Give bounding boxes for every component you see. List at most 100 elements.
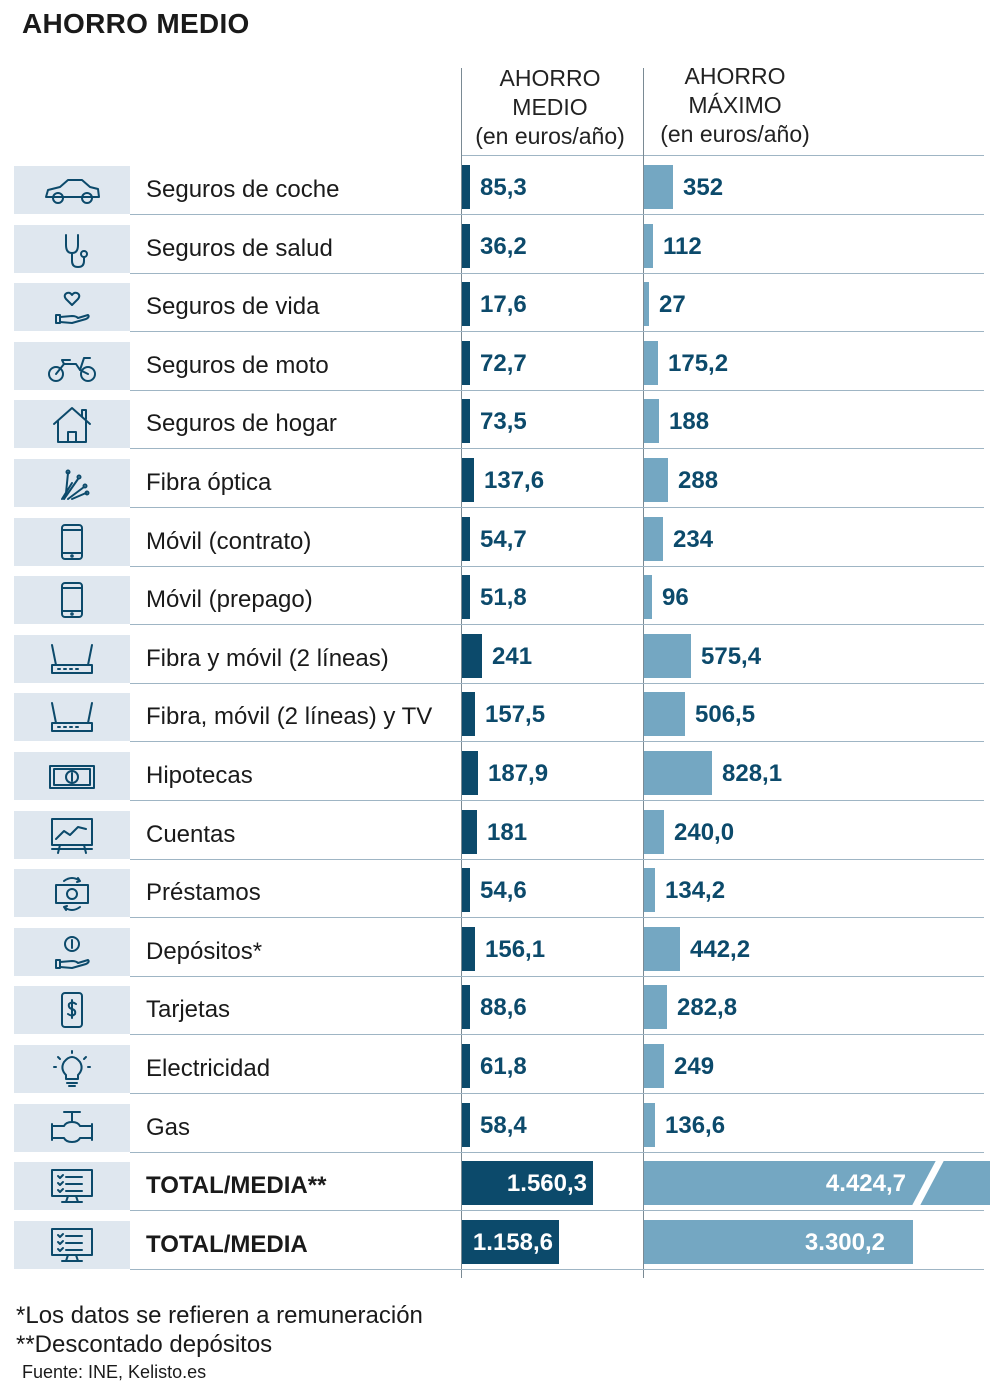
table-row: Seguros de moto <box>14 342 984 391</box>
row-divider <box>130 448 984 449</box>
table-row: Fibra óptica <box>14 459 984 508</box>
chart-board-icon <box>51 818 93 854</box>
bar-medio <box>462 165 470 209</box>
row-label: Cuentas <box>146 821 236 848</box>
table-row: TOTAL/MEDIA** <box>14 1162 984 1211</box>
header-divider <box>462 155 984 156</box>
row-divider <box>130 800 984 801</box>
table-row: Seguros de vida <box>14 283 984 332</box>
maximo-axis-line <box>643 68 644 1278</box>
column-header-maximo-line1: AHORRO <box>684 63 786 89</box>
value-label-maximo: 288 <box>678 467 719 494</box>
medio-axis-line <box>461 68 462 1278</box>
table-row: Gas <box>14 1104 984 1153</box>
bar-maximo <box>644 985 667 1029</box>
bar-maximo <box>644 1159 990 1207</box>
row-divider <box>130 1269 984 1270</box>
row-divider <box>130 741 984 742</box>
row-divider <box>130 976 984 977</box>
row-icon-box <box>14 811 130 859</box>
column-header-medio: AHORRO MEDIO (en euros/año) <box>462 64 638 151</box>
value-label-maximo: 3.300,2 <box>804 1229 885 1256</box>
row-label: Gas <box>146 1114 191 1141</box>
row-label: Préstamos <box>146 879 261 906</box>
row-divider <box>130 1152 984 1153</box>
value-label-medio: 36,2 <box>480 233 527 260</box>
row-label: Seguros de coche <box>146 176 340 203</box>
value-label-medio: 137,6 <box>484 467 545 494</box>
bar-maximo <box>644 224 653 268</box>
row-divider <box>130 566 984 567</box>
chart-title: AHORRO MEDIO <box>22 8 250 39</box>
column-header-maximo: AHORRO MÁXIMO (en euros/año) <box>644 62 826 149</box>
phone-icon <box>61 524 83 560</box>
row-label: Hipotecas <box>146 762 253 789</box>
column-header-medio-line1: AHORRO <box>499 65 601 91</box>
bar-maximo <box>644 634 691 678</box>
bar-maximo <box>644 927 680 971</box>
row-label: Fibra, móvil (2 líneas) y TV <box>146 703 433 730</box>
coin-hand-icon <box>55 936 90 969</box>
bar-medio <box>462 399 470 443</box>
bar-maximo <box>644 810 664 854</box>
value-label-medio: 61,8 <box>480 1053 527 1080</box>
value-label-maximo: 240,0 <box>674 819 735 846</box>
value-label-medio: 157,5 <box>485 701 546 728</box>
table-row: Móvil (contrato) <box>14 518 984 567</box>
column-header-maximo-line2: MÁXIMO <box>688 92 782 118</box>
row-icon-box <box>14 869 130 917</box>
value-label-maximo: 506,5 <box>695 701 756 728</box>
value-label-maximo: 136,6 <box>665 1112 726 1139</box>
column-header-maximo-line3: (en euros/año) <box>660 121 810 147</box>
bar-maximo <box>644 1103 655 1147</box>
bar-medio <box>462 692 475 736</box>
table-row: Seguros de salud <box>14 225 984 274</box>
row-label: Fibra óptica <box>146 469 272 496</box>
money-exchange-icon <box>55 877 89 911</box>
bar-medio <box>462 1044 470 1088</box>
value-label-medio: 85,3 <box>480 174 527 201</box>
bar-maximo <box>644 1044 664 1088</box>
bar-maximo <box>644 341 658 385</box>
value-label-maximo: 27 <box>659 291 686 318</box>
bar-maximo <box>644 575 652 619</box>
lightbulb-icon <box>53 1050 91 1087</box>
row-divider <box>130 1093 984 1094</box>
value-label-maximo: 442,2 <box>690 936 751 963</box>
value-label-medio: 156,1 <box>485 936 546 963</box>
row-label: TOTAL/MEDIA <box>146 1231 308 1258</box>
value-label-medio: 241 <box>492 643 533 670</box>
source-note: Fuente: INE, Kelisto.es <box>22 1362 207 1382</box>
bar-medio <box>462 1220 559 1264</box>
bar-medio <box>462 341 470 385</box>
row-label: Móvil (contrato) <box>146 528 312 555</box>
table-row: Seguros de hogar <box>14 400 984 449</box>
table-row: Electricidad <box>14 1045 984 1094</box>
table-row: Préstamos <box>14 869 984 918</box>
value-label-maximo: 234 <box>673 526 714 553</box>
bar-maximo <box>644 458 668 502</box>
banknote-icon <box>49 765 95 789</box>
value-label-medio: 1.158,6 <box>472 1229 553 1256</box>
row-divider <box>130 273 984 274</box>
row-icon-box <box>14 283 130 331</box>
row-icon-box <box>14 635 130 683</box>
column-header-medio-line2: MEDIO <box>512 94 588 120</box>
value-label-medio: 72,7 <box>480 350 527 377</box>
bar-maximo <box>644 399 659 443</box>
row-label: Depósitos* <box>146 938 263 965</box>
row-icon-box <box>14 1221 130 1269</box>
row-divider <box>130 214 984 215</box>
value-label-medio: 88,6 <box>480 994 527 1021</box>
row-icon-box <box>14 693 130 741</box>
phone-icon <box>61 582 83 618</box>
row-label: Seguros de hogar <box>146 410 337 437</box>
stethoscope-icon <box>65 234 88 268</box>
table-row: TOTAL/MEDIA <box>14 1221 984 1270</box>
table-row: Fibra y móvil (2 líneas) <box>14 635 984 684</box>
row-label: Tarjetas <box>146 996 231 1023</box>
value-label-medio: 54,6 <box>480 877 527 904</box>
table-row: Seguros de coche <box>14 166 984 215</box>
table-row: Tarjetas <box>14 986 984 1035</box>
row-icon-box <box>14 576 130 624</box>
